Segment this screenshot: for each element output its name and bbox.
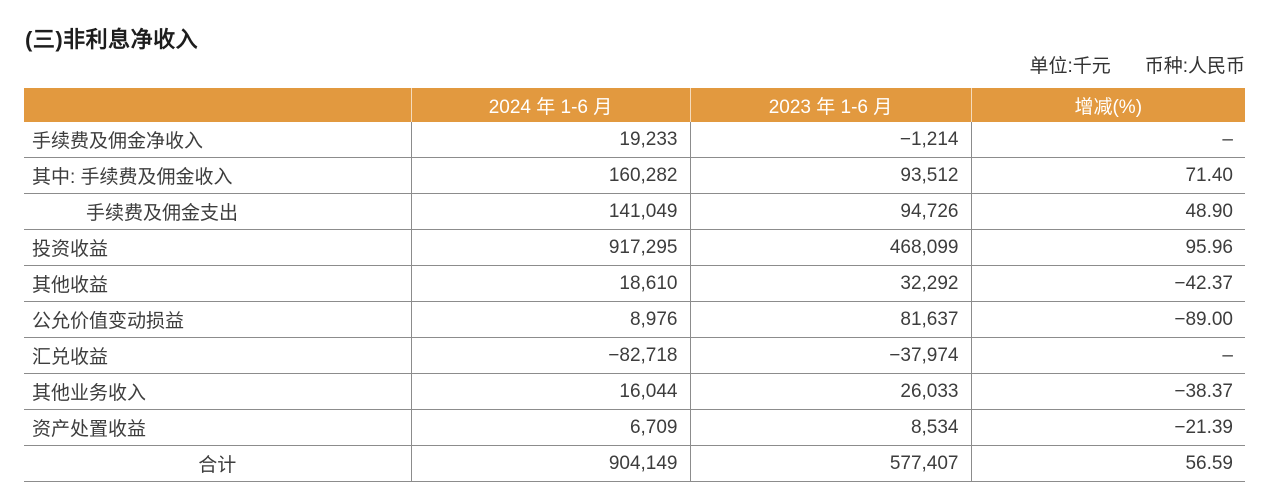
section-title: (三)非利息净收入 bbox=[25, 27, 199, 52]
value-2024: 8,976 bbox=[411, 301, 691, 338]
unit-note: 单位:千元 bbox=[1029, 56, 1111, 77]
row-label: 其他业务收入 bbox=[24, 373, 412, 410]
value-2023: 81,637 bbox=[690, 301, 972, 338]
value-2024: −82,718 bbox=[411, 337, 691, 374]
value-change: – bbox=[971, 122, 1245, 158]
table-row: 其他收益 18,610 32,292 −42.37 bbox=[24, 265, 1245, 302]
header-2024: 2024 年 1-6 月 bbox=[411, 88, 691, 122]
row-label: 投资收益 bbox=[24, 229, 412, 266]
value-change: −89.00 bbox=[971, 301, 1245, 338]
value-2023: 8,534 bbox=[690, 409, 972, 446]
table-row: 手续费及佣金支出 141,049 94,726 48.90 bbox=[24, 193, 1245, 230]
value-change: −38.37 bbox=[971, 373, 1245, 410]
value-2024: 19,233 bbox=[411, 122, 691, 158]
header-change: 增减(%) bbox=[971, 88, 1245, 122]
value-change: −42.37 bbox=[971, 265, 1245, 302]
non-interest-income-table: 2024 年 1-6 月 2023 年 1-6 月 增减(%) 手续费及佣金净收… bbox=[24, 88, 1245, 482]
table-row: 汇兑收益 −82,718 −37,974 – bbox=[24, 337, 1245, 374]
value-2024: 904,149 bbox=[411, 445, 691, 482]
value-change: 48.90 bbox=[971, 193, 1245, 230]
table-meta-notes: 单位:千元 币种:人民币 bbox=[1029, 51, 1245, 78]
table-row-total: 合计 904,149 577,407 56.59 bbox=[24, 445, 1245, 482]
row-label: 汇兑收益 bbox=[24, 337, 412, 374]
row-label: 其他收益 bbox=[24, 265, 412, 302]
header-2023: 2023 年 1-6 月 bbox=[690, 88, 972, 122]
value-2023: −37,974 bbox=[690, 337, 972, 374]
table-row: 其他业务收入 16,044 26,033 −38.37 bbox=[24, 373, 1245, 410]
value-change: 71.40 bbox=[971, 157, 1245, 194]
value-2024: 917,295 bbox=[411, 229, 691, 266]
row-label: 资产处置收益 bbox=[24, 409, 412, 446]
header-item bbox=[24, 88, 412, 122]
value-2024: 160,282 bbox=[411, 157, 691, 194]
table-row: 投资收益 917,295 468,099 95.96 bbox=[24, 229, 1245, 266]
table-row: 资产处置收益 6,709 8,534 −21.39 bbox=[24, 409, 1245, 446]
value-change: 95.96 bbox=[971, 229, 1245, 266]
value-2024: 16,044 bbox=[411, 373, 691, 410]
row-label: 手续费及佣金支出 bbox=[24, 193, 412, 230]
row-label: 手续费及佣金净收入 bbox=[24, 122, 412, 158]
value-change: −21.39 bbox=[971, 409, 1245, 446]
table-row: 其中: 手续费及佣金收入 160,282 93,512 71.40 bbox=[24, 157, 1245, 194]
value-2024: 6,709 bbox=[411, 409, 691, 446]
value-2023: −1,214 bbox=[690, 122, 972, 158]
value-2024: 18,610 bbox=[411, 265, 691, 302]
row-label: 公允价值变动损益 bbox=[24, 301, 412, 338]
value-2023: 94,726 bbox=[690, 193, 972, 230]
value-change: – bbox=[971, 337, 1245, 374]
value-2023: 26,033 bbox=[690, 373, 972, 410]
header-row: 2024 年 1-6 月 2023 年 1-6 月 增减(%) bbox=[24, 88, 1245, 122]
table-body: 手续费及佣金净收入 19,233 −1,214 – 其中: 手续费及佣金收入 1… bbox=[24, 122, 1245, 482]
table-header: 2024 年 1-6 月 2023 年 1-6 月 增减(%) bbox=[24, 88, 1245, 122]
value-2024: 141,049 bbox=[411, 193, 691, 230]
currency-note: 币种:人民币 bbox=[1144, 56, 1245, 77]
row-label: 合计 bbox=[24, 445, 412, 482]
table-row: 手续费及佣金净收入 19,233 −1,214 – bbox=[24, 122, 1245, 158]
value-2023: 32,292 bbox=[690, 265, 972, 302]
row-label: 其中: 手续费及佣金收入 bbox=[24, 157, 412, 194]
value-2023: 93,512 bbox=[690, 157, 972, 194]
value-change: 56.59 bbox=[971, 445, 1245, 482]
value-2023: 468,099 bbox=[690, 229, 972, 266]
table-row: 公允价值变动损益 8,976 81,637 −89.00 bbox=[24, 301, 1245, 338]
value-2023: 577,407 bbox=[690, 445, 972, 482]
